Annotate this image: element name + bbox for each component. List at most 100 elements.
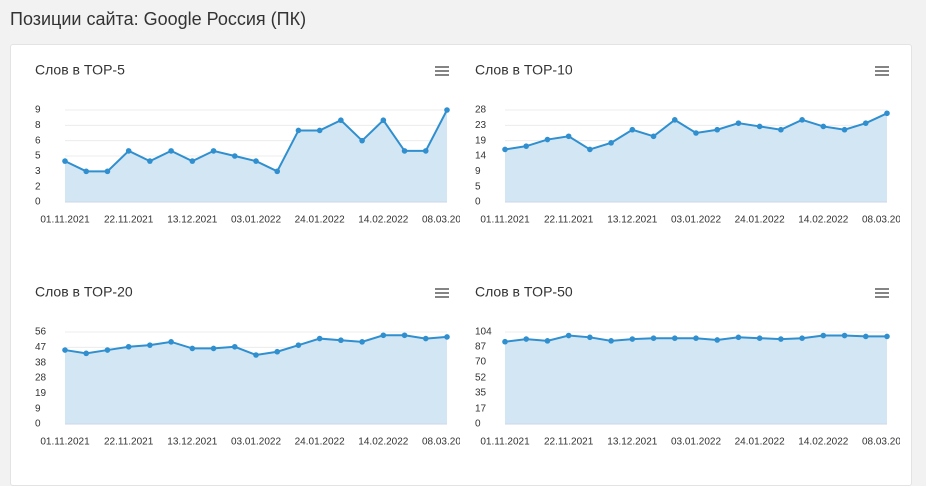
y-tick-label: 28 (35, 373, 47, 384)
point (778, 126, 784, 133)
point (401, 332, 408, 339)
point (380, 117, 387, 124)
point (231, 343, 238, 350)
y-tick-label: 0 (475, 419, 481, 430)
y-tick-label: 19 (35, 388, 47, 399)
x-tick-label: 01.11.2021 (480, 215, 530, 226)
point (295, 342, 302, 348)
y-tick-label: 28 (475, 105, 487, 116)
area-fill (505, 113, 887, 202)
chart-panel: Слов в TOP-5 0 2 3 5 6 8 9 01.11.2021 22.11.2021 1… (25, 55, 460, 255)
x-tick-label: 14.02.2022 (358, 437, 408, 448)
y-tick-label: 23 (475, 120, 487, 131)
x-tick-label: 03.01.2022 (231, 437, 281, 448)
y-tick-label: 35 (475, 388, 487, 399)
x-tick-label: 22.11.2021 (544, 215, 594, 226)
point (295, 127, 302, 134)
y-tick-label: 52 (475, 373, 487, 384)
point (841, 332, 848, 339)
y-tick-label: 0 (35, 419, 41, 430)
point (338, 337, 344, 344)
point (189, 345, 196, 352)
x-tick-label: 24.01.2022 (735, 437, 785, 448)
point (862, 120, 869, 126)
y-tick-label: 6 (35, 135, 41, 146)
point (735, 334, 742, 341)
x-tick-label: 14.02.2022 (798, 437, 848, 448)
point (693, 130, 699, 136)
point (523, 336, 530, 342)
point (231, 153, 238, 159)
point (523, 143, 530, 149)
y-tick-label: 2 (35, 181, 41, 192)
y-tick-label: 8 (35, 120, 41, 131)
y-tick-label: 87 (475, 342, 487, 353)
chart: Слов в TOP-20 0 9 19 28 38 47 56 01.11.2021 22.11… (35, 284, 460, 448)
chart-title: Слов в TOP-50 (475, 284, 573, 300)
point (587, 334, 593, 341)
y-tick-label: 0 (475, 197, 481, 208)
x-tick-label: 24.01.2022 (295, 215, 345, 226)
chart-panel: Слов в TOP-50 0 17 35 52 70 87 104 01.11.2021 22.… (465, 277, 900, 477)
point (422, 148, 429, 154)
x-tick-label: 24.01.2022 (735, 215, 785, 226)
y-tick-label: 104 (475, 327, 492, 338)
x-tick-label: 08.03.2022 (862, 215, 900, 226)
area-fill (505, 335, 887, 424)
point (799, 335, 805, 341)
point (629, 126, 636, 133)
point (62, 158, 68, 164)
chart-title: Слов в TOP-20 (35, 284, 133, 300)
x-tick-label: 14.02.2022 (358, 215, 408, 226)
y-tick-label: 9 (35, 403, 41, 414)
y-tick-label: 0 (35, 197, 41, 208)
y-tick-label: 9 (475, 166, 481, 177)
point (629, 336, 636, 342)
point (862, 333, 869, 340)
x-tick-label: 08.03.2022 (422, 215, 460, 226)
page-title: Позиции сайта: Google Россия (ПК) (10, 9, 307, 29)
point (565, 332, 572, 339)
page: Позиции сайта: Google Россия (ПК) Слов в… (10, 9, 912, 486)
point (693, 335, 699, 341)
y-tick-label: 38 (35, 357, 47, 368)
x-tick-label: 14.02.2022 (798, 215, 848, 226)
point (147, 158, 153, 164)
point (253, 158, 259, 164)
x-tick-label: 01.11.2021 (480, 437, 530, 448)
y-tick-label: 5 (475, 181, 481, 192)
x-tick-label: 24.01.2022 (295, 437, 345, 448)
chart-panel: Слов в TOP-10 0 5 9 14 19 23 28 01.11.2021 22.11.… (465, 55, 900, 255)
y-tick-label: 3 (35, 166, 41, 177)
point (544, 136, 551, 143)
point (735, 120, 742, 126)
area-fill (65, 335, 447, 424)
x-tick-label: 13.12.2021 (167, 437, 217, 448)
point (756, 123, 763, 130)
x-tick-label: 22.11.2021 (104, 437, 154, 448)
point (565, 133, 572, 140)
point (104, 347, 111, 353)
point (316, 127, 323, 134)
point (756, 335, 763, 341)
x-tick-label: 03.01.2022 (671, 215, 721, 226)
point (104, 168, 111, 175)
point (338, 117, 344, 124)
point (650, 133, 657, 140)
point (210, 148, 217, 154)
point (671, 117, 678, 123)
point (444, 334, 450, 340)
y-tick-label: 14 (475, 151, 487, 162)
point (502, 338, 508, 345)
x-tick-label: 13.12.2021 (167, 215, 217, 226)
y-tick-label: 19 (475, 135, 487, 146)
point (444, 107, 450, 113)
area-fill (65, 110, 447, 202)
point (502, 146, 508, 153)
x-tick-label: 03.01.2022 (671, 437, 721, 448)
point (608, 140, 614, 146)
point (884, 110, 890, 117)
x-tick-label: 08.03.2022 (862, 437, 900, 448)
x-tick-label: 08.03.2022 (422, 437, 460, 448)
point (401, 148, 408, 154)
